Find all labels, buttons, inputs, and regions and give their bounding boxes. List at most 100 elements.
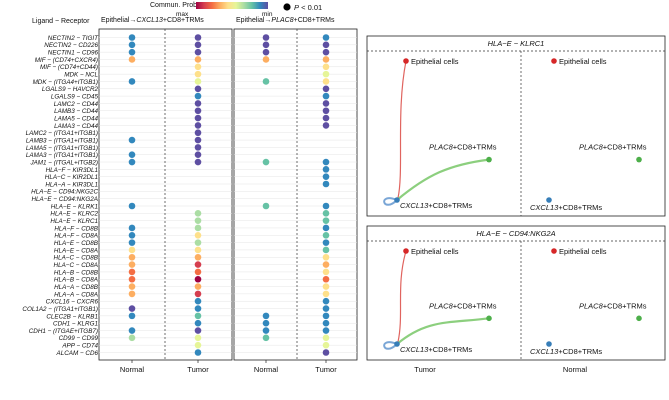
ligand-receptor-label: HLA−C − KIR2DL1 (45, 174, 98, 181)
ligand-receptor-label: NECTIN1 − CD96 (48, 50, 99, 57)
communication-dot (322, 253, 330, 261)
x-tick-label: Tumor (315, 365, 337, 374)
communication-dot (194, 283, 202, 290)
network-x-label-normal: Normal (563, 365, 588, 374)
communication-dot (128, 56, 136, 63)
ligand-receptor-label: HLA−B − CD8B (54, 269, 98, 276)
communication-dot (194, 261, 202, 268)
panel-title: Epithelial→CXCL13+CD8+TRMs (101, 17, 204, 24)
communication-dot (194, 319, 202, 327)
ligand-receptor-label: HLA−C − CD8A (54, 262, 98, 269)
communication-dot (128, 268, 136, 276)
cell-node-label: Epithelial cells (559, 247, 607, 256)
colorbar-min-label: min (262, 11, 273, 18)
communication-dot (194, 158, 202, 166)
ligand-receptor-label: HLA−A − CD8B (54, 284, 98, 291)
communication-dot (194, 327, 202, 334)
ligand-receptor-label: CDH1 − (ITGAE+ITGB7) (29, 328, 98, 335)
communication-dot (194, 63, 202, 71)
cell-node-label: PLAC8+CD8+TRMs (429, 143, 497, 152)
cell-node (486, 156, 492, 163)
title-prefix: Epithelial (236, 17, 265, 24)
network-frame (366, 35, 666, 217)
ligand-receptor-label: LAMA3 − (ITGA1+ITGB1) (26, 152, 98, 159)
title-gene: PLAC8 (271, 17, 293, 24)
communication-dot (128, 334, 136, 342)
communication-dot (194, 349, 202, 356)
dot-plot-panel-1: Epithelial→CXCL13+CD8+TRMs Normal Tumor (98, 17, 233, 374)
communication-dot (128, 261, 136, 268)
communication-dot (322, 210, 330, 217)
ligand-receptor-label: HLA−E − KLRK1 (51, 203, 98, 210)
communication-dot (322, 217, 330, 224)
ligand-receptor-label: HLA−E − KLRC1 (50, 218, 98, 225)
ligand-receptor-label: HLA−E − KLRC2 (50, 211, 98, 218)
communication-dot (322, 70, 330, 78)
cell-node (403, 58, 409, 64)
ligand-receptor-label: MIF − (CD74+CXCR4) (35, 57, 98, 64)
cell-node (636, 315, 642, 322)
communication-dot (322, 334, 330, 342)
cell-node (551, 248, 557, 254)
dot-plot-figure: Commun. Prob. max min P < 0.01 Ligand − Rece… (22, 2, 358, 374)
y-axis-header: Ligand − Receptor (32, 18, 90, 25)
cell-node (546, 341, 552, 347)
communication-dot (262, 56, 270, 63)
ligand-receptor-label: CDH1 − KLRG1 (53, 321, 98, 328)
communication-dot (128, 305, 136, 312)
panel-title: Epithelial→PLAC8+CD8+TRMs (236, 17, 335, 24)
communication-dot (322, 48, 330, 56)
communication-dot (194, 231, 202, 239)
dot-plot-panel-2: Epithelial→PLAC8+CD8+TRMs Normal Tumor (233, 17, 358, 374)
ligand-receptor-label: APP − CD74 (61, 343, 98, 350)
network-title: HLA−E − KLRC1 (488, 39, 545, 48)
ligand-receptor-label: LAMB3 − (ITGA1+ITGB1) (26, 137, 98, 144)
ligand-receptor-label: CLEC2B − KLRB1 (46, 313, 98, 320)
communication-dot (262, 202, 270, 210)
communication-dot (128, 253, 136, 261)
pvalue-legend-dot (283, 3, 291, 11)
ligand-receptor-label: JAM1 − (ITGAL+ITGB2) (29, 159, 98, 166)
ligand-receptor-label: HLA−F − CD8A (54, 233, 98, 240)
cell-node (546, 197, 552, 203)
communication-dot (194, 334, 202, 342)
ligand-receptor-label: LGALS9 − CD45 (51, 94, 99, 101)
panel-frame (233, 28, 358, 361)
communication-dot (194, 290, 202, 298)
cell-node (394, 197, 400, 203)
communication-dot (194, 144, 202, 151)
communication-dot (262, 48, 270, 56)
communication-dot (322, 341, 330, 349)
cell-node-label-italic: PLAC8 (579, 301, 604, 310)
communication-dot (322, 224, 330, 232)
ligand-receptor-label: HLA−A − CD8A (54, 291, 98, 298)
x-tick-label: Normal (254, 365, 279, 374)
title-gene: CXCL13 (136, 17, 163, 24)
communication-dot (322, 305, 330, 312)
communication-dot (128, 312, 136, 320)
cell-node-label: CXCL13+CD8+TRMs (400, 201, 472, 210)
communication-dot (322, 92, 330, 100)
edge-cxcl13-self-loop (383, 197, 398, 206)
communication-dot (262, 312, 270, 320)
communication-dot (128, 327, 136, 334)
edge-plac8-to-cxcl13 (396, 158, 490, 201)
communication-dot (128, 136, 136, 144)
ligand-receptor-label: LAMC2 − (ITGA1+ITGB1) (26, 130, 98, 137)
communication-dot (194, 217, 202, 224)
communication-dot (322, 268, 330, 276)
colorbar-title: Commun. Prob. (150, 2, 199, 9)
edge-plac8-to-cxcl13 (396, 317, 490, 345)
communication-dot (128, 224, 136, 232)
communication-dot (128, 202, 136, 210)
communication-dot (194, 253, 202, 261)
ligand-receptor-label: CXCL16 − CXCR6 (46, 299, 99, 306)
cell-node-label: CXCL13+CD8+TRMs (530, 203, 602, 212)
cell-node-label-rest: +CD8+TRMs (603, 143, 647, 152)
title-suffix: +CD8+TRMs (294, 17, 335, 24)
ligand-receptor-label: HLA−B − CD8A (54, 277, 98, 284)
edge-cxcl13-self-loop (383, 341, 398, 350)
ligand-receptor-label: HLA−E − CD94:NKG2A (32, 196, 99, 203)
title-prefix: Epithelial (101, 17, 130, 24)
